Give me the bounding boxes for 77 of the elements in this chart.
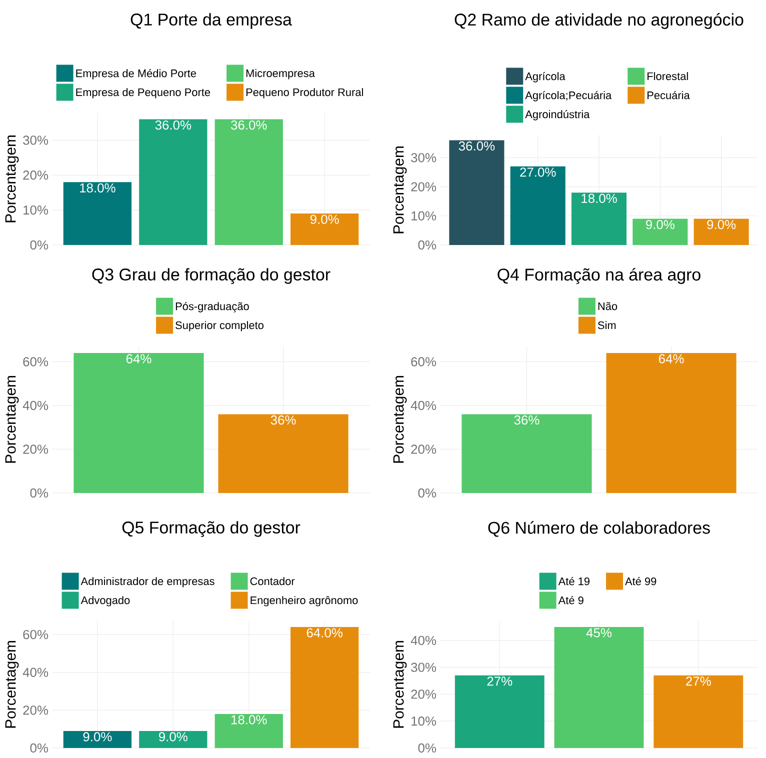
data-label: 9.0%	[83, 732, 112, 742]
legend-label: Empresa de Médio Porte	[76, 69, 196, 80]
chart-title: Q3 Grau de formação do gestor	[92, 268, 330, 284]
data-label: 27%	[686, 676, 711, 686]
y-tick-label: 0%	[30, 743, 48, 753]
y-tick-label: 10%	[24, 205, 48, 215]
legend-label: Sim	[598, 321, 616, 330]
chart-title: Q4 Formação na área agro	[498, 268, 700, 284]
legend-label: Agrícola	[525, 72, 566, 82]
data-label: 36.0%	[458, 141, 495, 151]
data-label: 36.0%	[155, 120, 192, 130]
legend-label: Não	[598, 302, 618, 310]
y-tick-label: 40%	[410, 400, 436, 410]
data-label: 18.0%	[80, 183, 116, 192]
legend-label: Superior completo	[176, 321, 264, 332]
data-label: 9.0%	[646, 220, 674, 230]
legend-label: Pecuária	[648, 91, 690, 100]
legend-label: Pequeno Produtor Rural	[246, 88, 363, 98]
data-label: 18.0%	[231, 715, 267, 724]
y-axis-title: Porcentagem	[5, 376, 19, 463]
data-label: 64%	[126, 354, 152, 364]
y-tick-label: 10%	[412, 211, 436, 220]
y-tick-label: 40%	[410, 636, 436, 646]
data-label: 27.0%	[520, 168, 556, 177]
legend-label: Até 99	[625, 577, 656, 586]
data-label: 36.0%	[231, 120, 267, 130]
y-tick-label: 20%	[411, 690, 436, 699]
legend-label: Administrador de empresas	[80, 577, 214, 588]
data-label: 9.0%	[707, 220, 736, 230]
chart-title: Q1 Porte da empresa	[130, 13, 292, 29]
legend-label: Até 9	[558, 596, 584, 604]
y-tick-label: 40%	[22, 668, 48, 677]
y-tick-label: 20%	[411, 444, 436, 454]
data-label: 36%	[514, 415, 540, 425]
chart-title: Q6 Número de colaboradores	[488, 521, 710, 537]
y-tick-label: 40%	[22, 400, 48, 410]
y-tick-label: 20%	[23, 444, 48, 454]
y-tick-label: 0%	[30, 240, 48, 250]
y-tick-label: 60%	[23, 357, 48, 366]
y-tick-label: 20%	[23, 170, 48, 180]
y-tick-label: 0%	[418, 743, 436, 753]
y-tick-label: 60%	[23, 630, 48, 640]
chart-title: Q2 Ramo de atividade no agronegócio	[454, 13, 744, 29]
chart-title: Q5 Formação do gestor	[122, 521, 300, 537]
data-label: 9.0%	[159, 732, 188, 742]
y-axis-title: Porcentagem	[5, 136, 19, 222]
legend-label: Agroindústria	[525, 110, 590, 120]
data-label: 45%	[586, 628, 612, 638]
y-tick-label: 0%	[418, 488, 436, 498]
legend-label: Agrícola;Pecuária	[525, 91, 612, 102]
y-tick-label: 10%	[412, 716, 436, 726]
legend-label: Até 19	[558, 577, 590, 586]
legend-label: Florestal	[648, 72, 688, 80]
legend-label: Empresa de Pequeno Porte	[76, 88, 210, 98]
y-tick-label: 0%	[30, 488, 48, 498]
y-tick-label: 30%	[411, 662, 436, 672]
legend-label: Engenheiro agrônomo	[250, 596, 358, 606]
data-label: 18.0%	[582, 194, 617, 203]
y-tick-label: 0%	[418, 240, 436, 250]
y-axis-title: Porcentagem	[5, 641, 19, 728]
data-label: 9.0%	[310, 214, 339, 224]
legend-label: Advogado	[80, 596, 130, 606]
y-axis-title: Porcentagem	[393, 376, 407, 463]
data-label: 27%	[487, 676, 512, 686]
data-label: 64%	[658, 354, 684, 364]
data-label: 64.0%	[306, 628, 342, 638]
legend-label: Pós-graduação	[176, 302, 249, 312]
data-label: 36%	[270, 415, 296, 425]
legend-label: Contador	[250, 577, 295, 586]
legend-label: Microempresa	[246, 69, 315, 80]
y-tick-label: 30%	[23, 136, 48, 145]
y-tick-label: 20%	[23, 706, 48, 715]
y-axis-title: Porcentagem	[393, 146, 407, 234]
y-tick-label: 60%	[411, 357, 436, 366]
y-tick-label: 20%	[411, 182, 436, 192]
y-tick-label: 30%	[411, 153, 436, 162]
y-axis-title: Porcentagem	[393, 641, 407, 728]
